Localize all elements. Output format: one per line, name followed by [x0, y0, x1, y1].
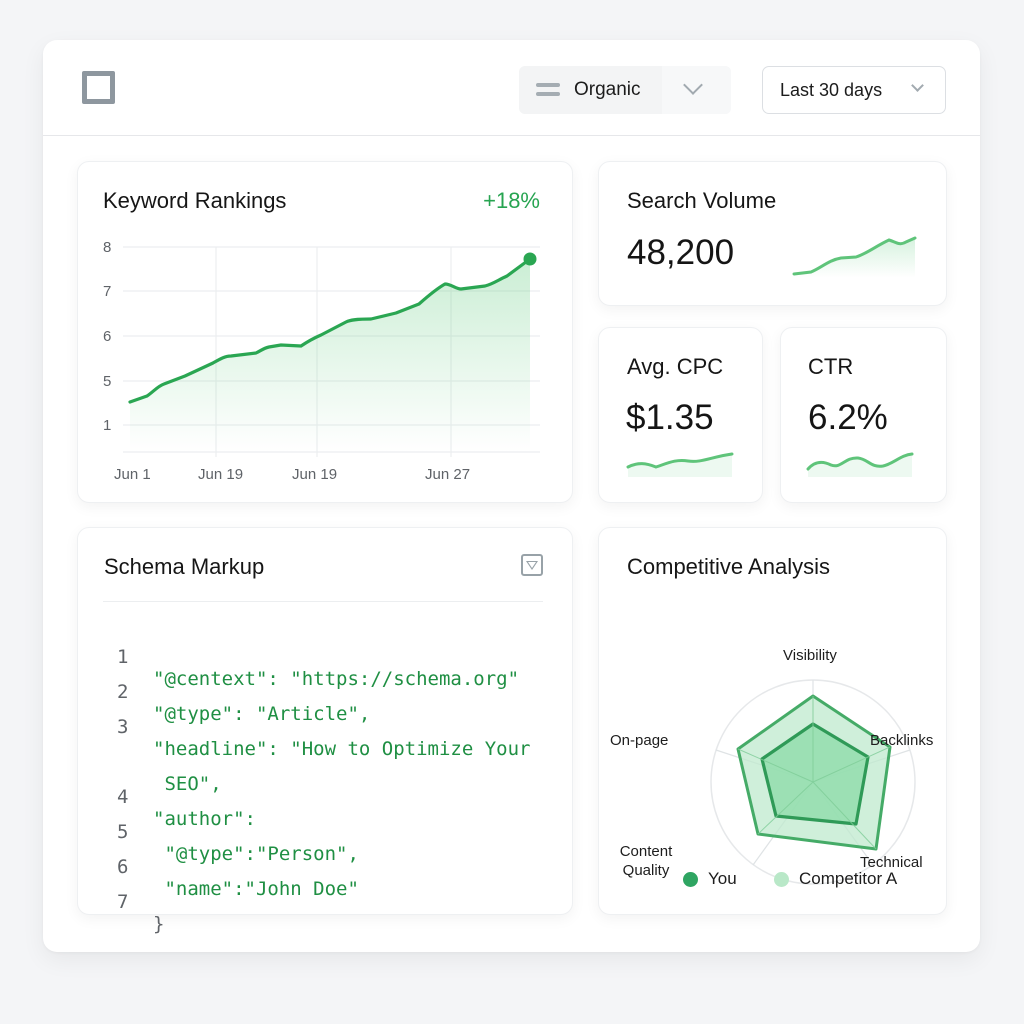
axis-label-visibility: Visibility [783, 647, 837, 664]
date-range-dropdown[interactable]: Last 30 days [762, 66, 946, 114]
metric-value: 6.2% [808, 398, 888, 437]
card-title: Keyword Rankings [103, 188, 287, 213]
keyword-rankings-chart[interactable]: 8 7 6 5 1 Jun 1 Jun 19 Jun 19 Jun 27 [78, 162, 574, 504]
channel-selector-toggle[interactable] [662, 66, 731, 114]
code-text: "headline": "How to Optimize Your [153, 738, 531, 760]
rankings-line [128, 257, 532, 404]
channel-selector[interactable]: Organic [519, 66, 731, 114]
code-text: "author": [153, 808, 256, 830]
code-line: 6 "name":"John Doe" [78, 834, 359, 900]
code-line: 5 "@type":"Person", [78, 799, 359, 865]
x-tick: Jun 19 [198, 466, 243, 483]
legend-item-competitor-a[interactable]: Competitor A [774, 869, 897, 889]
code-text: "@type": "Article", [153, 703, 371, 725]
card-title: Competitive Analysis [627, 554, 830, 579]
y-tick: 5 [103, 373, 111, 390]
card-title: Schema Markup [104, 554, 265, 579]
axis-label-content-quality: Content Quality [619, 843, 673, 879]
line-number: 4 [117, 786, 129, 808]
line-number: 7 [117, 891, 129, 913]
legend-label: You [708, 869, 737, 888]
code-text: SEO", [153, 773, 222, 795]
divider [103, 601, 543, 602]
code-line: SEO", [78, 729, 221, 795]
y-tick: 1 [103, 417, 111, 434]
line-number: 5 [117, 821, 129, 843]
x-tick: Jun 1 [114, 466, 151, 483]
radar-chart[interactable] [599, 528, 948, 916]
code-line: 7 } [78, 869, 170, 935]
legend-label: Competitor A [799, 869, 898, 888]
y-tick: 7 [103, 283, 111, 300]
you-area [760, 722, 870, 826]
legend-dot-icon [774, 871, 789, 887]
line-number: 2 [117, 681, 129, 703]
code-text: "@type":"Person", [153, 843, 359, 865]
metric-value: $1.35 [626, 398, 714, 437]
search-volume-card: Search Volume 48,200 [598, 161, 947, 306]
line-number: 6 [117, 856, 129, 878]
metric-value: 48,200 [627, 233, 735, 272]
avg-cpc-card: Avg. CPC $1.35 [598, 327, 763, 503]
avg-cpc-sparkline [626, 452, 734, 477]
y-tick: 6 [103, 328, 111, 345]
ctr-sparkline [806, 452, 914, 477]
card-title: Search Volume [627, 188, 777, 213]
axis-label-technical: Technical [860, 854, 923, 871]
axis-label-backlinks: Backlinks [870, 732, 934, 749]
latest-point[interactable] [523, 252, 537, 266]
ctr-card: CTR 6.2% [780, 327, 947, 503]
card-title: Avg. CPC [627, 354, 724, 379]
code-line: 1 "@centext": "https://schema.org" [78, 624, 519, 690]
delta-badge: +18% [483, 188, 540, 213]
code-text: "@centext": "https://schema.org" [153, 668, 520, 690]
x-tick: Jun 27 [425, 466, 470, 483]
filter-icon[interactable] [521, 554, 543, 576]
top-bar: Organic Last 30 days [43, 40, 980, 136]
competitive-analysis-card: Competitive Analysis Visibility Backli [598, 527, 947, 915]
code-line: 4 "author": [78, 764, 256, 830]
code-line: 3 "headline": "How to Optimize Your [78, 694, 531, 760]
line-number: 1 [117, 646, 129, 668]
y-tick: 8 [103, 239, 111, 256]
square-logo-icon[interactable] [82, 71, 115, 104]
line-number: 3 [117, 716, 129, 738]
axis-label-on-page: On-page [610, 732, 669, 749]
card-title: CTR [808, 354, 854, 379]
date-range-label: Last 30 days [780, 80, 883, 100]
legend-dot-icon [683, 871, 698, 887]
channel-selector-label: Organic [574, 79, 641, 100]
search-volume-sparkline [792, 236, 917, 278]
dashboard-panel: Organic Last 30 days Keyword Rankings +1… [43, 40, 980, 952]
legend-item-you[interactable]: You [683, 869, 737, 889]
code-text: "name":"John Doe" [153, 878, 359, 900]
code-text: } [153, 913, 165, 935]
code-line: 2 "@type": "Article", [78, 659, 370, 725]
chevron-down-icon [911, 79, 924, 92]
keyword-rankings-card: Keyword Rankings +18% [77, 161, 573, 503]
schema-markup-card: Schema Markup 1 "@centext": "https://sch… [77, 527, 573, 935]
menu-icon [536, 82, 560, 98]
x-tick: Jun 19 [292, 466, 337, 483]
